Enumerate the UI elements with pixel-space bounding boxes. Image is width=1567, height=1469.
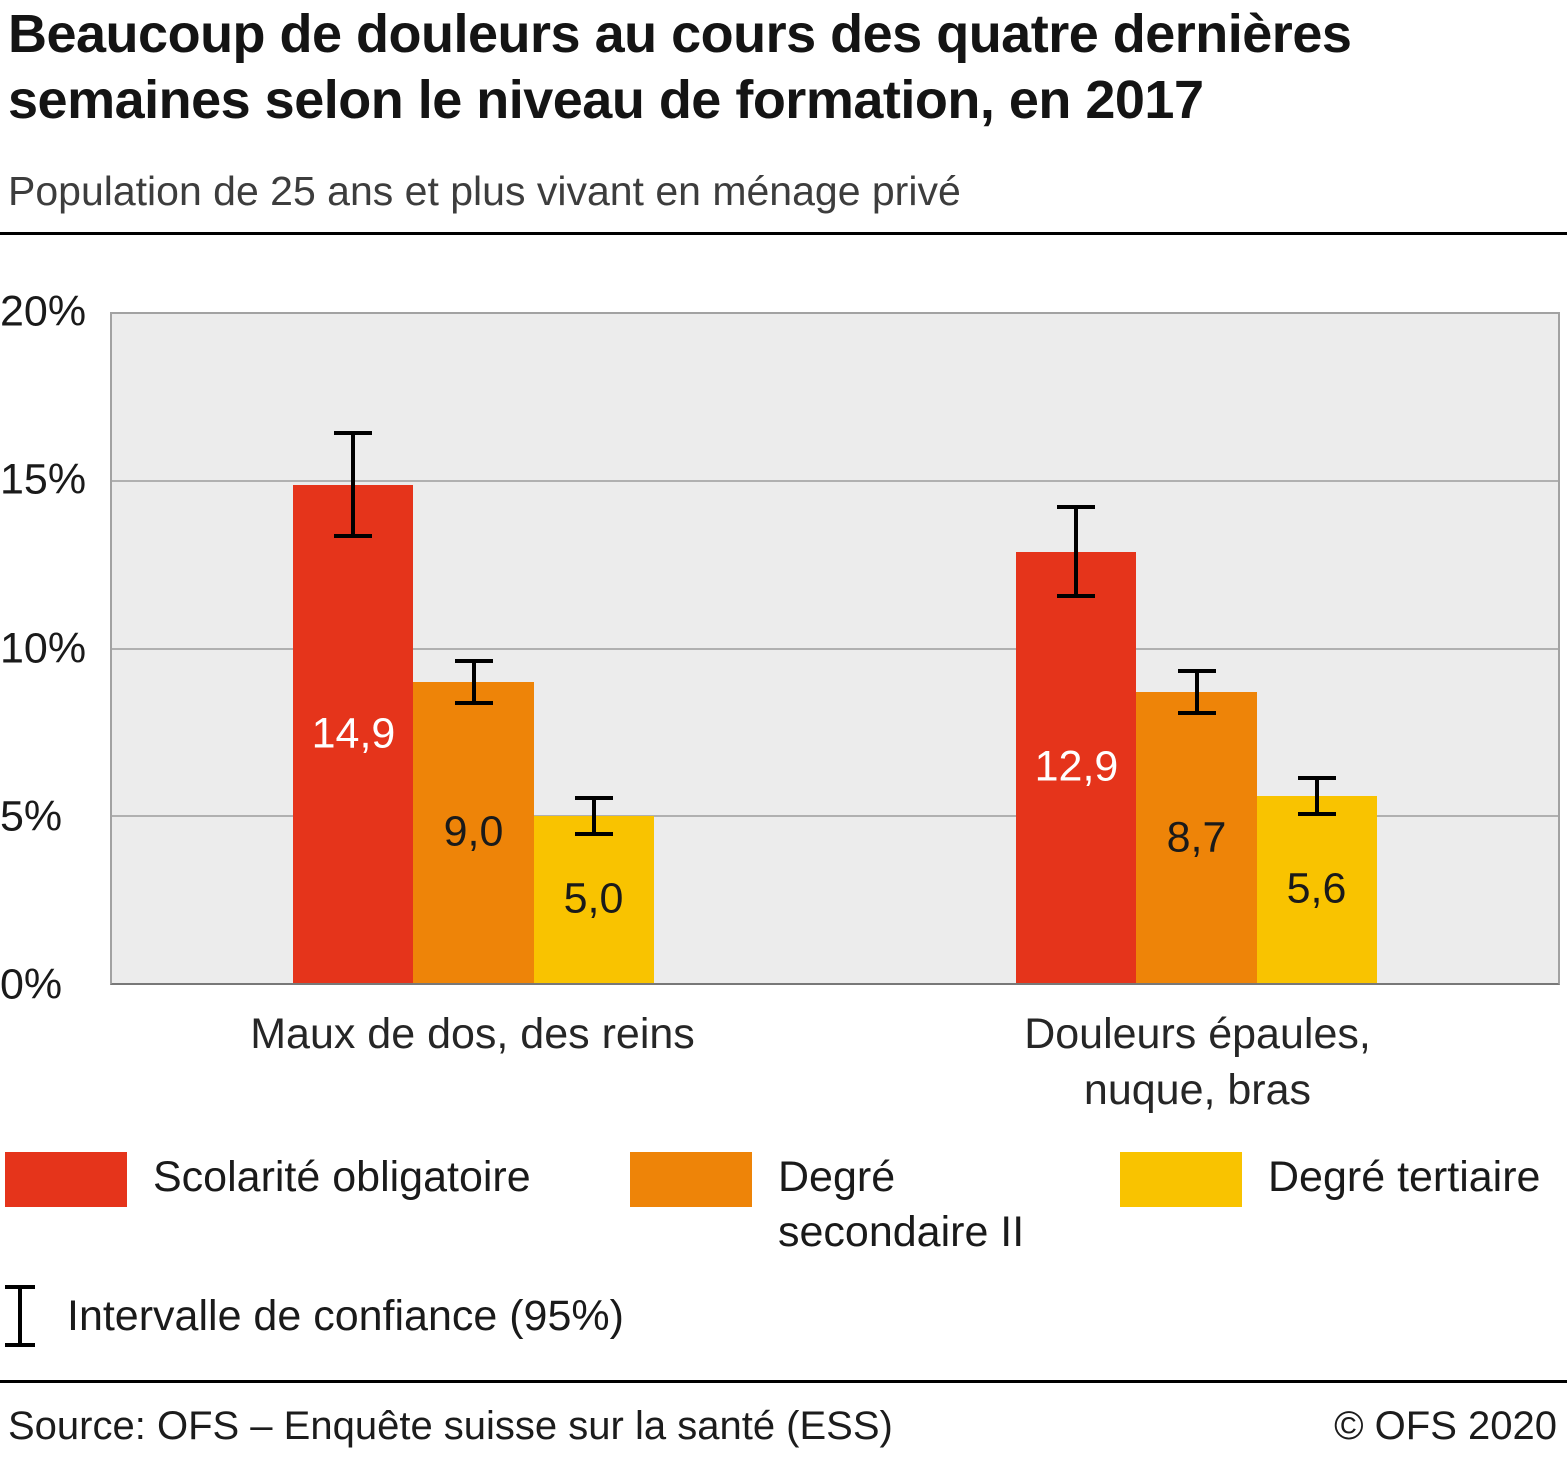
bar-value-label: 5,0 — [563, 874, 624, 923]
bar: 12,9 — [1016, 551, 1137, 983]
y-axis-labels: 0% 5% 10% 15% 20% — [0, 288, 105, 1009]
bar-value-label: 5,6 — [1286, 864, 1347, 913]
legend-swatch-yellow — [1120, 1152, 1242, 1207]
legend-label: Degré tertiaire — [1268, 1153, 1541, 1201]
chart-subtitle: Population de 25 ans et plus vivant en m… — [8, 168, 961, 214]
legend-label: Scolarité obligatoire — [153, 1153, 531, 1201]
category-label: Douleurs épaules, nuque, bras — [1024, 1010, 1371, 1114]
error-bar — [454, 658, 493, 706]
legend-label: Degré secondaire II — [778, 1153, 1025, 1257]
ci-legend-label: Intervalle de confiance (95%) — [67, 1291, 624, 1340]
bar: 5,0 — [533, 815, 654, 983]
gridline — [112, 480, 1558, 483]
error-bar-icon — [5, 1285, 35, 1347]
copyright-text: © OFS 2020 — [1334, 1404, 1557, 1448]
gridline — [112, 647, 1558, 650]
footer: Source: OFS – Enquête suisse sur la sant… — [8, 1404, 1557, 1449]
error-bar — [1177, 668, 1216, 716]
y-tick-label: 15% — [0, 455, 87, 504]
bar: 9,0 — [413, 681, 534, 983]
bar-value-label: 9,0 — [443, 807, 504, 856]
source-text: Source: OFS – Enquête suisse sur la sant… — [8, 1404, 893, 1448]
y-tick-label: 5% — [0, 792, 63, 841]
y-tick-label: 20% — [0, 287, 87, 336]
bar: 5,6 — [1256, 795, 1377, 983]
legend-item-degre-tertiaire: Degré tertiaire — [1120, 1152, 1540, 1207]
footer-divider — [0, 1380, 1567, 1383]
ci-legend: Intervalle de confiance (95%) — [5, 1285, 624, 1347]
legend-swatch-red — [5, 1152, 127, 1207]
bar-value-label: 12,9 — [1034, 742, 1119, 791]
category-label: Maux de dos, des reins — [250, 1010, 695, 1058]
legend: Scolarité obligatoire Degré secondaire I… — [0, 1152, 1567, 1282]
error-bar — [334, 431, 373, 539]
legend-item-degre-secondaire: Degré secondaire II — [630, 1152, 1024, 1262]
error-bar — [1297, 775, 1336, 816]
bar: 8,7 — [1136, 692, 1257, 983]
bar-value-label: 14,9 — [311, 709, 396, 758]
chart-title: Beaucoup de douleurs au cours des quatre… — [8, 4, 1352, 130]
gridline — [112, 814, 1558, 817]
error-bar — [1057, 504, 1096, 599]
bar-value-label: 8,7 — [1166, 813, 1227, 861]
y-tick-label: 10% — [0, 624, 87, 672]
plot-area: 14,9 9,0 5,0 12,9 8,7 5,6 — [110, 312, 1560, 985]
y-tick-label: 0% — [0, 960, 63, 1009]
bar-chart: 0% 5% 10% 15% 20% 14,9 9,0 5,0 12,9 8,7 5,6 Maux … — [0, 288, 1567, 1114]
top-divider — [0, 232, 1567, 235]
legend-swatch-orange — [630, 1152, 752, 1207]
x-axis-labels: Maux de dos, des reins Douleurs épaules, … — [110, 985, 1560, 1145]
error-bar — [574, 795, 613, 836]
legend-item-scolarite-obligatoire: Scolarité obligatoire — [5, 1152, 531, 1207]
bar: 14,9 — [293, 484, 414, 983]
